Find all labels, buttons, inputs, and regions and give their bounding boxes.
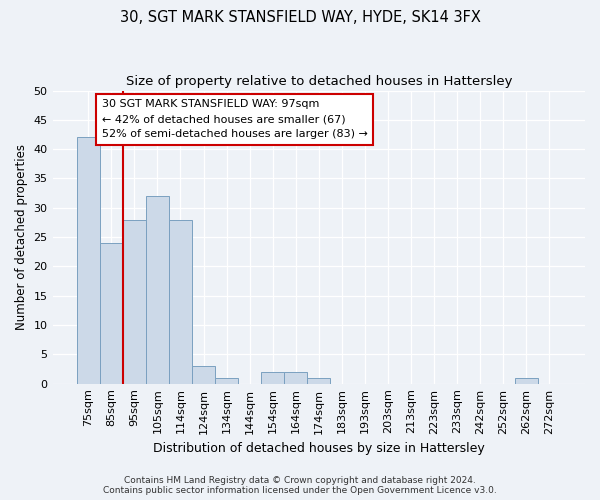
Bar <box>77 138 100 384</box>
Bar <box>123 220 146 384</box>
Bar <box>100 243 123 384</box>
Bar <box>307 378 330 384</box>
Bar <box>261 372 284 384</box>
Bar <box>146 196 169 384</box>
X-axis label: Distribution of detached houses by size in Hattersley: Distribution of detached houses by size … <box>153 442 485 455</box>
Bar <box>284 372 307 384</box>
Bar <box>515 378 538 384</box>
Title: Size of property relative to detached houses in Hattersley: Size of property relative to detached ho… <box>125 75 512 88</box>
Text: Contains HM Land Registry data © Crown copyright and database right 2024.
Contai: Contains HM Land Registry data © Crown c… <box>103 476 497 495</box>
Bar <box>169 220 192 384</box>
Bar <box>192 366 215 384</box>
Text: 30 SGT MARK STANSFIELD WAY: 97sqm
← 42% of detached houses are smaller (67)
52% : 30 SGT MARK STANSFIELD WAY: 97sqm ← 42% … <box>101 100 368 139</box>
Bar <box>215 378 238 384</box>
Text: 30, SGT MARK STANSFIELD WAY, HYDE, SK14 3FX: 30, SGT MARK STANSFIELD WAY, HYDE, SK14 … <box>119 10 481 25</box>
Y-axis label: Number of detached properties: Number of detached properties <box>15 144 28 330</box>
